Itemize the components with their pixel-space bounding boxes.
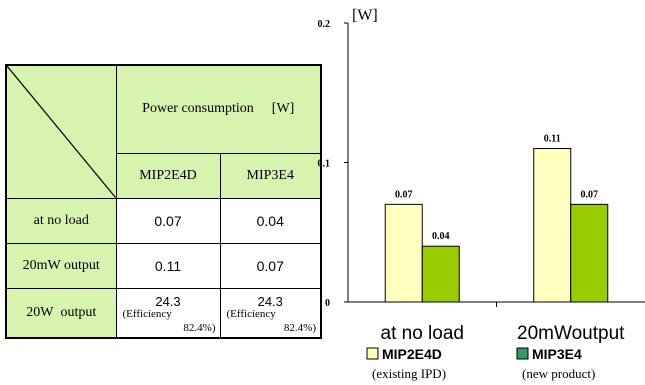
- data-label: 0.07: [581, 189, 599, 200]
- bar-mip3e4-2: [570, 203, 609, 303]
- table-corner-diagonal: [5, 64, 117, 199]
- table-row-label-20mw: 20mW output: [5, 242, 117, 289]
- table-cell-20mw-mip3e4: 0.07: [219, 242, 322, 289]
- legend-marker-mip3e4: [516, 347, 529, 360]
- table-cell-no-load-mip2e4d: 0.07: [115, 197, 221, 244]
- power-consumption-table: Power consumption [W] MIP2E4D MIP3E4 at n…: [5, 64, 322, 339]
- legend-label-mip2e4d: MIP2E4D: [382, 346, 442, 362]
- efficiency-note: (Efficiency: [226, 307, 276, 320]
- x-category-label: at no load: [381, 323, 464, 344]
- data-label: 0.04: [432, 231, 450, 242]
- x-category-label: 20mWoutput: [517, 323, 625, 344]
- data-label: 0.11: [544, 134, 561, 145]
- data-label: 0.07: [395, 189, 413, 200]
- legend-label-mip3e4: MIP3E4: [532, 346, 582, 362]
- efficiency-percent: 82.4%): [183, 322, 216, 334]
- table-column-mip3e4: MIP3E4: [219, 152, 322, 199]
- table-column-mip2e4d: MIP2E4D: [115, 152, 221, 199]
- table-row-label-20w: 20W output: [5, 287, 117, 339]
- table-header-label: Power consumption: [142, 101, 254, 117]
- legend-sublabel-mip3e4: (new product): [522, 366, 595, 381]
- table-header-unit: [W]: [271, 101, 295, 117]
- y-tick-label: 0.1: [318, 159, 331, 170]
- efficiency-percent: 82.4%): [283, 322, 316, 334]
- table-cell-20mw-mip2e4d: 0.11: [115, 242, 221, 289]
- bar-mip3e4-1: [421, 245, 460, 303]
- table-cell-20w-mip3e4: 24.3 (Efficiency 82.4%): [219, 287, 322, 339]
- legend-sublabel-mip2e4d: (existing IPD): [372, 366, 446, 381]
- y-tick-label: 0: [325, 298, 330, 309]
- bar-mip2e4d-2: [533, 148, 572, 303]
- efficiency-value: 24.3: [257, 293, 283, 309]
- y-tick-label: 0.2: [318, 19, 331, 30]
- table-cell-20w-mip2e4d: 24.3 (Efficiency 82.4%): [115, 287, 221, 339]
- efficiency-note: (Efficiency: [122, 307, 172, 320]
- y-axis-unit-label: [W]: [352, 7, 378, 24]
- bar-mip2e4d-1: [384, 203, 423, 303]
- efficiency-value: 24.3: [155, 293, 181, 309]
- legend-marker-mip2e4d: [366, 347, 379, 360]
- table-row-label-no-load: at no load: [5, 197, 117, 244]
